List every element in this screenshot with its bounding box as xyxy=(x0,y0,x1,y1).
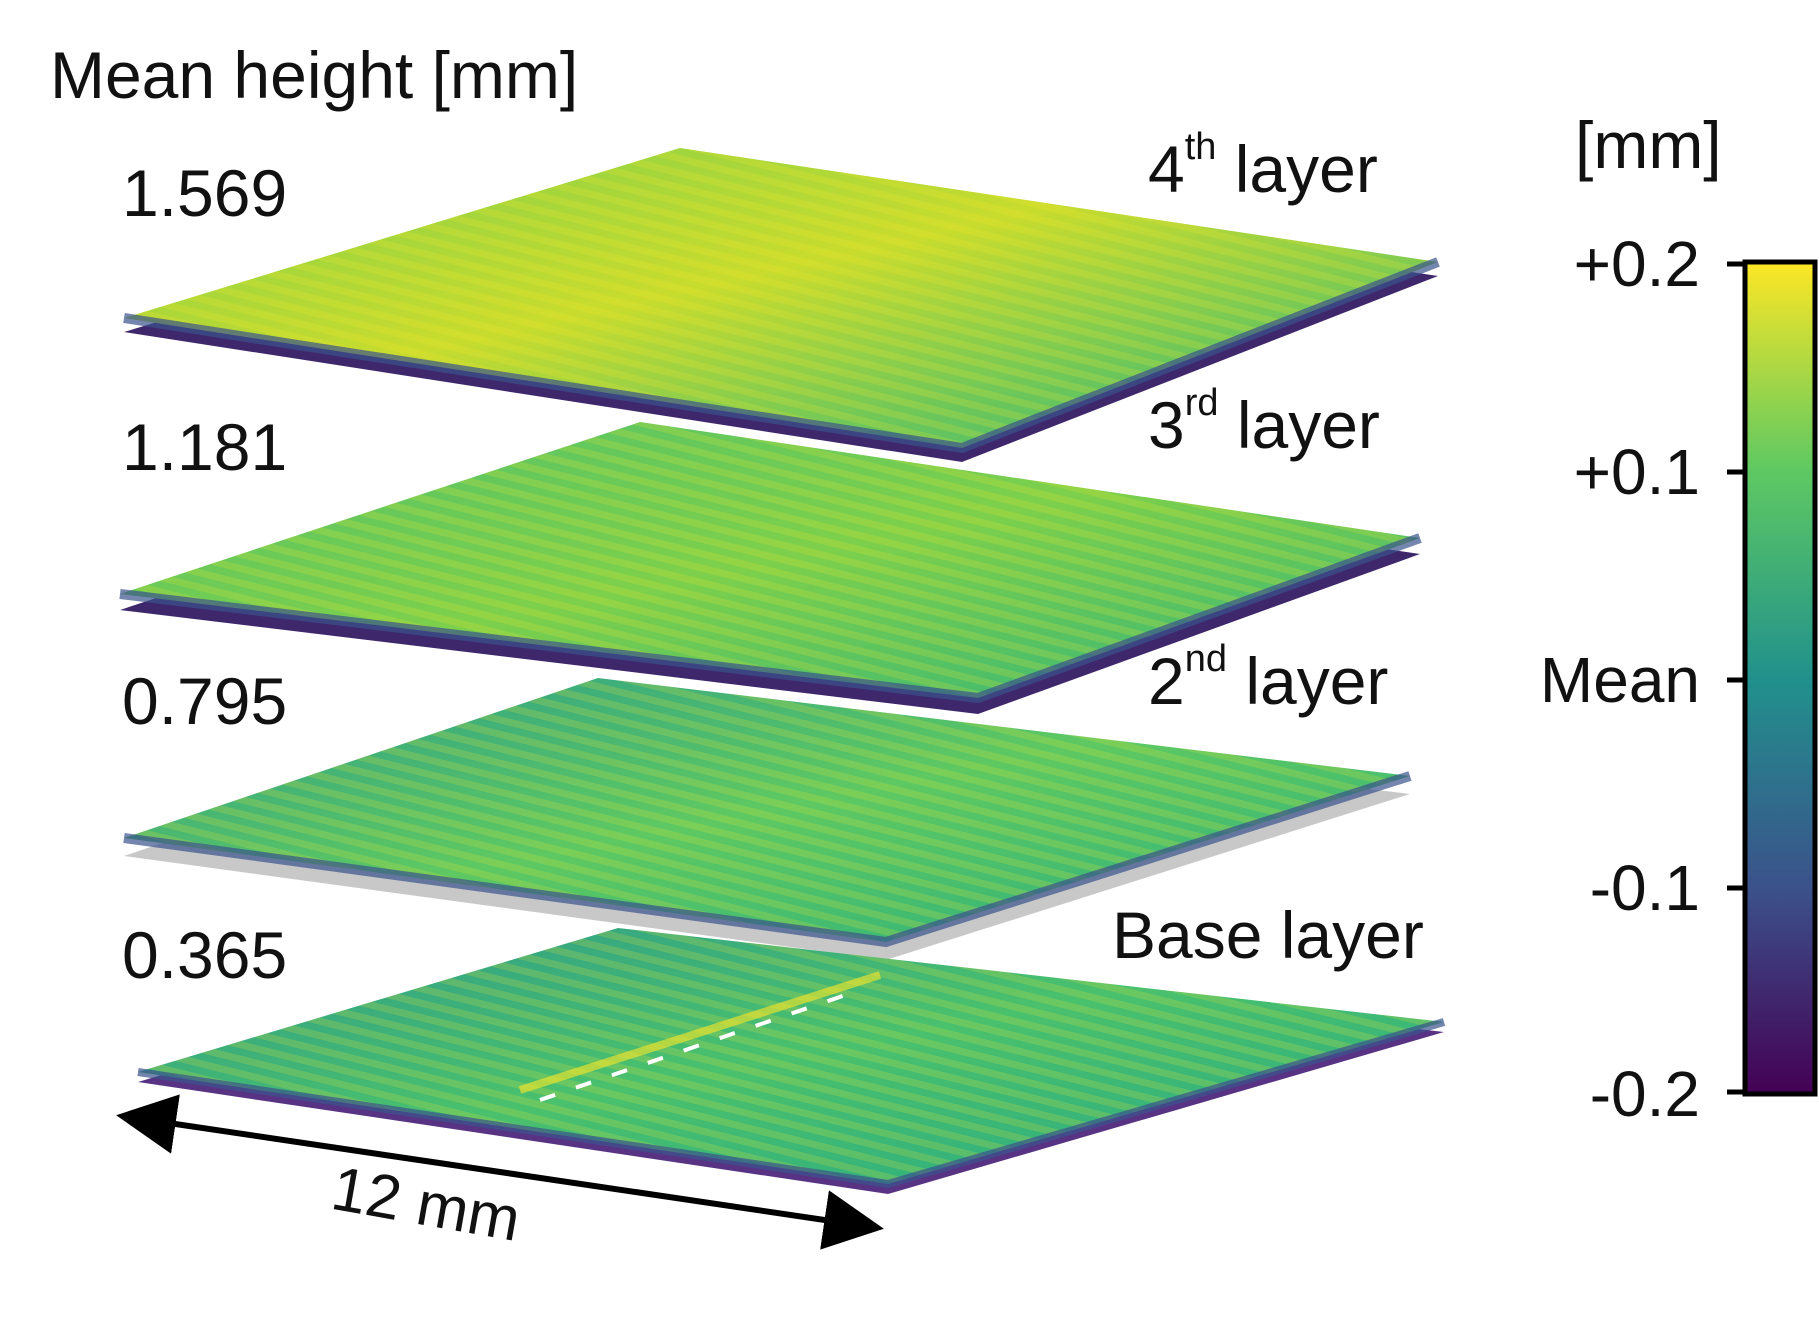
surface-layer-4 xyxy=(123,148,1440,462)
colorbar-unit: [mm] xyxy=(1575,108,1722,182)
colorbar-tick-label: +0.1 xyxy=(1573,436,1700,508)
mean-height-layer-3: 1.181 xyxy=(122,410,288,484)
label-layer-3: 3rd layer xyxy=(1148,382,1380,462)
colorbar-tick-label: -0.2 xyxy=(1589,1058,1700,1130)
colorbar xyxy=(1742,259,1818,1097)
mean-height-layer-2: 0.795 xyxy=(122,664,288,738)
scale-bar-arrow xyxy=(116,1094,884,1250)
colorbar-tick-label: -0.1 xyxy=(1589,852,1700,924)
colorbar-tick-label: +0.2 xyxy=(1573,228,1700,300)
label-base-layer: Base layer xyxy=(1112,898,1424,972)
surface-layer-2 xyxy=(123,678,1412,960)
label-layer-2: 2nd layer xyxy=(1148,638,1389,718)
label-layer-4: 4th layer xyxy=(1148,126,1378,206)
colorbar-tick-label: Mean xyxy=(1539,644,1700,716)
figure-title: Mean height [mm] xyxy=(50,38,579,112)
colorbar-tick-marks xyxy=(1727,261,1745,1095)
mean-height-layer-4: 1.569 xyxy=(122,156,288,230)
surface-layer-3 xyxy=(119,422,1422,714)
mean-height-base-layer: 0.365 xyxy=(122,918,288,992)
